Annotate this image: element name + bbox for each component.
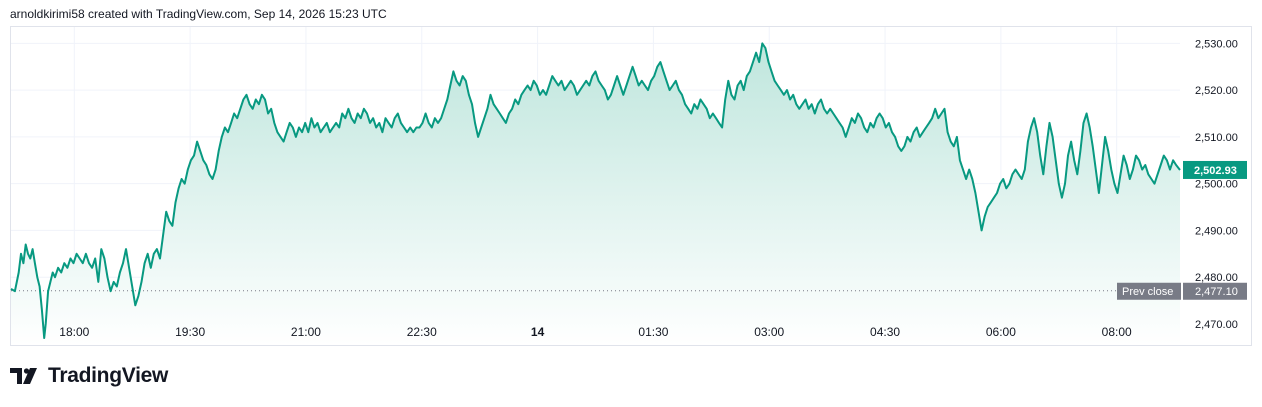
y-tick-label: 2,510.00 xyxy=(1195,132,1238,144)
y-tick-label: 2,500.00 xyxy=(1195,179,1238,191)
x-tick-label: 19:30 xyxy=(175,325,205,339)
last-price-label: 2,502.93 xyxy=(1194,165,1237,177)
x-tick-label: 01:30 xyxy=(638,325,668,339)
y-tick-label: 2,490.00 xyxy=(1195,225,1238,237)
y-tick-label: 2,520.00 xyxy=(1195,85,1238,97)
x-tick-label: 22:30 xyxy=(407,325,437,339)
x-tick-label: 14 xyxy=(531,325,545,339)
chart-frame xyxy=(10,26,1252,346)
x-tick-label: 04:30 xyxy=(870,325,900,339)
tradingview-wordmark: TradingView xyxy=(48,364,169,387)
y-tick-label: 2,530.00 xyxy=(1195,38,1238,50)
x-tick-label: 21:00 xyxy=(291,325,321,339)
price-line xyxy=(10,42,1181,339)
prev-close-value-bg xyxy=(1183,282,1247,300)
x-tick-label: 03:00 xyxy=(754,325,784,339)
x-tick-label: 08:00 xyxy=(1102,325,1132,339)
last-price-label-bg xyxy=(1183,160,1247,179)
x-axis: 18:00 19:30 21:00 22:30 14 01:30 03:00 04:30 06:… xyxy=(59,325,1132,339)
tradingview-logo-icon xyxy=(10,368,37,384)
prev-close-value: 2,477.10 xyxy=(1195,286,1238,298)
x-tick-label: 18:00 xyxy=(59,325,89,339)
y-tick-label: 2,470.00 xyxy=(1195,319,1238,331)
price-area-fill xyxy=(11,43,1180,346)
prev-close-label: Prev close xyxy=(1122,286,1173,298)
y-tick-label: 2,480.00 xyxy=(1195,272,1238,284)
tradingview-logo[interactable]: TradingView xyxy=(10,364,168,388)
last-price-marker: 2,502.93 xyxy=(1183,160,1247,179)
prev-close-marker: Prev close 2,477.10 xyxy=(1117,282,1247,300)
y-axis: 2,530.00 2,520.00 2,510.00 2,500.00 2,490.00… xyxy=(1195,38,1238,331)
x-tick-label: 06:00 xyxy=(986,325,1016,339)
chart-attribution: arnoldkirimi58 created with TradingView.… xyxy=(10,7,387,21)
prev-close-label-bg xyxy=(1117,282,1181,300)
price-chart[interactable]: 2,530.00 2,520.00 2,510.00 2,500.00 2,490.00… xyxy=(0,0,1262,360)
